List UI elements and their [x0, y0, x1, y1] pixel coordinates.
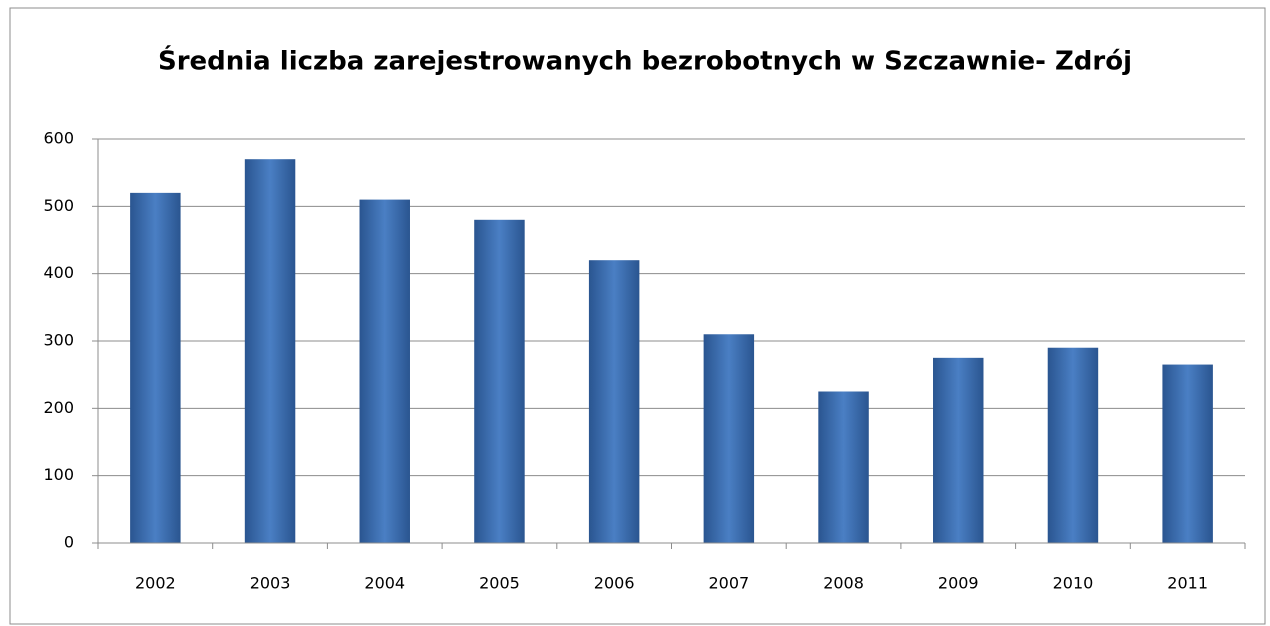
y-tick-label: 600	[43, 129, 74, 148]
bar	[588, 260, 640, 543]
x-tick-label: 2009	[938, 574, 979, 593]
x-tick-label: 2010	[1053, 574, 1094, 593]
bar	[933, 357, 984, 543]
bar	[130, 192, 181, 543]
x-tick-label: 2008	[823, 574, 864, 593]
bar	[1047, 347, 1099, 543]
x-tick-label: 2005	[479, 574, 520, 593]
y-tick-label: 400	[43, 263, 74, 282]
x-tick-label: 2002	[135, 574, 176, 593]
bar	[703, 334, 755, 543]
bar	[474, 219, 525, 544]
x-tick-label: 2006	[594, 574, 635, 593]
bar	[359, 199, 410, 543]
x-tick-label: 2011	[1167, 574, 1208, 593]
y-tick-label: 100	[43, 465, 74, 484]
y-tick-label: 500	[43, 196, 74, 215]
y-tick-label: 0	[64, 533, 74, 552]
y-tick-label: 200	[43, 398, 74, 417]
x-tick-label: 2004	[364, 574, 405, 593]
bar	[1162, 364, 1213, 543]
bar	[244, 159, 296, 543]
chart-title: Średnia liczba zarejestrowanych bezrobot…	[158, 45, 1132, 77]
x-tick-label: 2003	[250, 574, 291, 593]
x-tick-label: 2007	[708, 574, 749, 593]
y-tick-label: 300	[43, 331, 74, 350]
bar	[818, 391, 869, 543]
